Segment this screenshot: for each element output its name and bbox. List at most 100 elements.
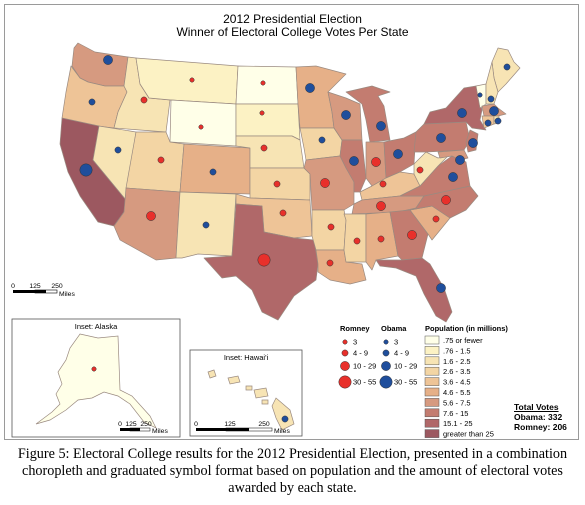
legend-obama-symbol-0: [383, 339, 389, 345]
legend-pop-swatch-7: [424, 408, 440, 418]
inset-alaska: Inset: Alaska 0 125 250 Miles: [11, 318, 181, 438]
hawaii-scale-unit: Miles: [274, 428, 290, 435]
figure-caption: Figure 5: Electoral College results for …: [17, 446, 568, 496]
inset-alaska-label: Inset: Alaska: [75, 322, 118, 331]
vote-symbol-MT: [189, 77, 195, 83]
state-NH: [485, 61, 499, 105]
vote-symbol-AR: [327, 223, 335, 231]
alaska-scale-tick-0: 0: [118, 421, 122, 428]
vote-symbol-NM: [202, 221, 210, 229]
legend-pop-swatch-4: [424, 377, 440, 386]
state-MT: [135, 57, 239, 105]
total-votes-header: Total Votes: [514, 402, 559, 412]
legend-pop-swatch-1: [424, 346, 440, 355]
legend-pop-label-4: 3.6 - 4.5: [443, 378, 471, 387]
state-HI-islands: [207, 369, 295, 431]
vote-symbol-NJ: [468, 138, 478, 148]
vote-symbol-GA: [407, 230, 417, 240]
vote-symbol-WY: [198, 124, 204, 130]
vote-symbol-OH: [393, 149, 403, 159]
legend-obama-symbol-3: [379, 375, 393, 389]
hawaii-scale-tick-1: 125: [224, 421, 236, 428]
alaska-scale-tick-1: 125: [125, 421, 137, 428]
legend-pop-label-0: .75 or fewer: [443, 336, 483, 345]
state-WY: [169, 99, 237, 147]
hawaii-scale-tick-2: 250: [258, 421, 270, 428]
main-scale-tick-2: 250: [51, 283, 63, 290]
map-frame: [4, 4, 579, 440]
vote-symbol-OR: [88, 98, 96, 106]
vote-symbol-NY: [457, 108, 467, 118]
vote-symbol-ME: [503, 63, 511, 71]
vote-symbol-ID: [140, 96, 148, 104]
legend-romney-label-1: 4 - 9: [353, 349, 368, 358]
legend-romney-label-2: 10 - 29: [353, 362, 376, 371]
legend-obama-label-2: 10 - 29: [394, 362, 417, 371]
vote-symbol-NH: [487, 95, 495, 103]
vote-symbol-MN: [305, 83, 315, 93]
vote-symbol-MS: [353, 237, 361, 245]
state-AK: [35, 333, 157, 429]
alaska-scale-unit: Miles: [152, 428, 168, 435]
vote-symbol-PA: [436, 133, 446, 143]
election-map: 0 125 250 Miles Inset: Alaska 0 125 250 …: [11, 42, 521, 439]
legend-obama-header: Obama: [381, 324, 407, 333]
legend-pop-swatch-5: [424, 387, 440, 397]
vote-symbol-ND: [260, 80, 266, 86]
vote-symbol-TN: [376, 201, 386, 211]
hawaii-scale-tick-0: 0: [194, 421, 198, 428]
legend-romney-symbol-3: [338, 375, 352, 389]
vote-symbol-IL: [349, 156, 359, 166]
legend-pop-label-6: 5.6 - 7.5: [443, 398, 471, 407]
total-votes-obama: Obama: 332: [514, 412, 563, 422]
vote-symbol-OK: [279, 209, 287, 217]
vote-symbol-MI: [376, 121, 386, 131]
vote-symbol-UT: [157, 156, 165, 164]
legend-obama-label-1: 4 - 9: [394, 349, 409, 358]
legend-pop-swatch-2: [424, 356, 440, 366]
vote-symbol-AK: [91, 366, 97, 372]
state-NY: [423, 85, 487, 131]
legend-pop-label-8: 15.1 - 25: [443, 419, 473, 428]
vote-symbol-NC: [441, 195, 451, 205]
legend-romney-header: Romney: [340, 324, 370, 333]
alaska-scale-bar: 0 125 250 Miles: [118, 421, 168, 435]
legend-pop-swatch-6: [424, 398, 440, 407]
state-MS: [343, 213, 367, 263]
legend-pop-swatch-0: [424, 335, 440, 345]
state-IL: [339, 139, 367, 193]
vote-symbol-WA: [103, 55, 113, 65]
state-HI: [271, 397, 295, 431]
state-AR: [311, 209, 347, 251]
vote-symbol-VA: [448, 172, 458, 182]
vote-symbols-layer: [79, 55, 511, 423]
vote-symbol-SC: [432, 215, 440, 223]
vote-symbol-KY: [379, 180, 387, 188]
state-FL: [375, 257, 453, 323]
map-subtitle: Winner of Electoral College Votes Per St…: [176, 25, 409, 39]
vote-legend: Romney Obama 3 3 4 - 9 4 - 9 10 - 29 10 - 29 3…: [338, 324, 417, 389]
state-WV: [413, 151, 449, 187]
population-legend: Population (in millions) .75 or fewer.76…: [424, 324, 508, 439]
vote-symbol-NE: [260, 144, 268, 152]
vote-symbol-HI: [281, 415, 289, 423]
map-title: 2012 Presidential Election: [223, 12, 362, 26]
vote-symbol-AZ: [146, 211, 156, 221]
legend-obama-label-0: 3: [394, 338, 398, 347]
vote-symbol-SD: [259, 110, 265, 116]
legend-pop-swatch-9: [424, 429, 440, 438]
total-votes-romney: Romney: 206: [514, 422, 567, 432]
legend-obama-symbol-1: [382, 349, 390, 357]
vote-symbol-IN: [371, 157, 381, 167]
vote-symbol-NV: [114, 146, 122, 154]
vote-symbol-RI: [494, 117, 502, 125]
legend-population-header: Population (in millions): [425, 324, 508, 333]
vote-symbol-MO: [320, 178, 330, 188]
legend-pop-swatch-3: [424, 366, 440, 376]
legend-pop-label-9: greater than 25: [443, 430, 494, 439]
main-scale-tick-1: 125: [29, 283, 41, 290]
hawaii-scale-bar: 0 125 250 Miles: [194, 421, 290, 435]
vote-symbol-CA: [79, 163, 93, 177]
legend-romney-symbol-1: [341, 349, 349, 357]
legend-pop-label-5: 4.6 - 5.5: [443, 388, 471, 397]
